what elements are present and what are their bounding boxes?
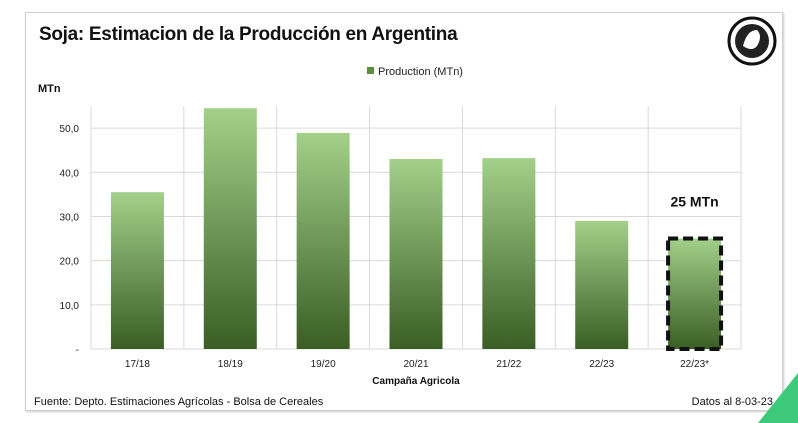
bolsa-de-cereales-logo <box>727 16 777 66</box>
bar-18/19 <box>203 108 257 349</box>
x-tick-label: 17/18 <box>125 359 150 370</box>
x-tick-label: 20/21 <box>403 359 428 370</box>
date-note: Datos al 8-03-23 <box>691 396 773 408</box>
bar-22/23* <box>666 236 724 351</box>
x-tick-label: 19/20 <box>311 359 336 370</box>
y-tick-label: - <box>76 345 79 356</box>
y-axis-label: MTn <box>38 83 61 95</box>
bar-19/20 <box>296 132 350 349</box>
x-tick-label: 22/23* <box>680 359 709 370</box>
annotation-label: 25 MTn <box>670 194 718 210</box>
bar-22/23 <box>575 220 629 349</box>
chart-title: Soja: Estimacion de la Producción en Arg… <box>39 24 458 45</box>
corner-accent <box>758 373 798 423</box>
bar-20/21 <box>389 159 443 349</box>
legend-swatch <box>367 67 374 74</box>
source-note: Fuente: Depto. Estimaciones Agrícolas - … <box>34 396 324 408</box>
y-tick-label: 50,0 <box>60 124 80 135</box>
bar-17/18 <box>110 192 164 349</box>
y-tick-label: 30,0 <box>60 212 80 223</box>
x-tick-label: 18/19 <box>218 359 243 370</box>
x-axis-label: Campaña Agricola <box>372 376 460 387</box>
legend-label: Production (MTn) <box>378 66 463 78</box>
y-tick-label: 40,0 <box>60 168 80 179</box>
x-tick-label: 21/22 <box>496 359 521 370</box>
bar-21/22 <box>482 158 536 349</box>
x-tick-label: 22/23 <box>589 359 614 370</box>
y-tick-label: 20,0 <box>60 257 80 268</box>
y-tick-label: 10,0 <box>60 301 80 312</box>
